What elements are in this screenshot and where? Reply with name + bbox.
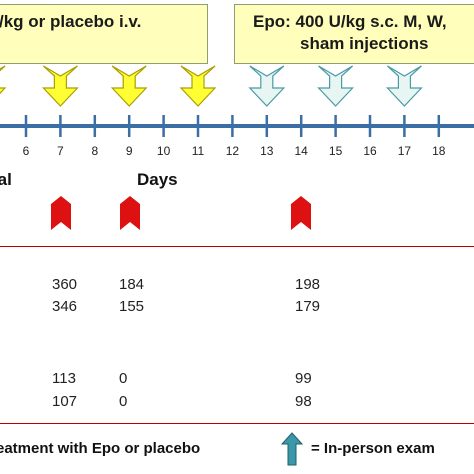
sc-dose-arrow-icon (248, 65, 286, 107)
table-cell: 360 (52, 276, 78, 293)
iv-dose-arrow-icon (110, 65, 148, 107)
table-cell: 98 (295, 393, 312, 410)
legend-exam: = In-person exam (311, 440, 435, 457)
iv-dose-arrow-icon (179, 65, 217, 107)
table-cell: 107 (52, 393, 78, 410)
tick-label: 16 (363, 144, 377, 158)
red-marker-day-7 (51, 196, 71, 230)
legend-treatment: eatment with Epo or placebo (0, 440, 201, 457)
iv-treatment-text: /kg or placebo i.v. (0, 12, 142, 31)
tick-label: 14 (294, 144, 308, 158)
tick-label: 17 (397, 144, 412, 158)
tick-label: 18 (432, 144, 446, 158)
table-cell: 155 (119, 298, 145, 315)
tick-label: 15 (328, 144, 343, 158)
sham-injections-text: sham injections (300, 34, 429, 53)
timeline (0, 65, 474, 137)
red-marker-day-9 (120, 196, 140, 230)
table-cell: 0 (119, 393, 128, 410)
exam-arrow-icon (280, 432, 304, 466)
tick-label: 12 (225, 144, 240, 158)
sc-dose-arrow-icon (317, 65, 354, 107)
table-cell: 0 (119, 370, 128, 387)
iv-treatment-box: /kg or placebo i.v. (0, 4, 208, 64)
table-cell: 113 (52, 370, 76, 387)
tick-label: 6 (22, 144, 30, 158)
sc-treatment-text: Epo: 400 U/kg s.c. M, W, (253, 12, 447, 31)
sc-treatment-box: Epo: 400 U/kg s.c. M, W, sham injections (234, 4, 474, 64)
red-marker-day-14 (291, 196, 311, 230)
iv-dose-arrow-icon (0, 65, 7, 95)
table-cell: 346 (52, 298, 78, 315)
postnatal-label: tal (0, 170, 12, 189)
tick-label: 13 (260, 144, 274, 158)
divider-bottom (0, 423, 474, 424)
table-cell: 179 (295, 298, 321, 315)
tick-label: 7 (57, 144, 64, 158)
table-cell: 184 (119, 276, 145, 293)
divider-top (0, 246, 474, 247)
sc-dose-arrow-icon (386, 65, 423, 107)
tick-label: 8 (91, 144, 99, 158)
tick-label: 10 (156, 144, 171, 158)
iv-dose-arrow-icon (42, 65, 79, 107)
table-cell: 99 (295, 370, 312, 387)
tick-label: 9 (125, 144, 133, 158)
tick-label: 11 (191, 144, 205, 158)
table-cell: 198 (295, 276, 321, 293)
days-label: Days (137, 170, 178, 189)
